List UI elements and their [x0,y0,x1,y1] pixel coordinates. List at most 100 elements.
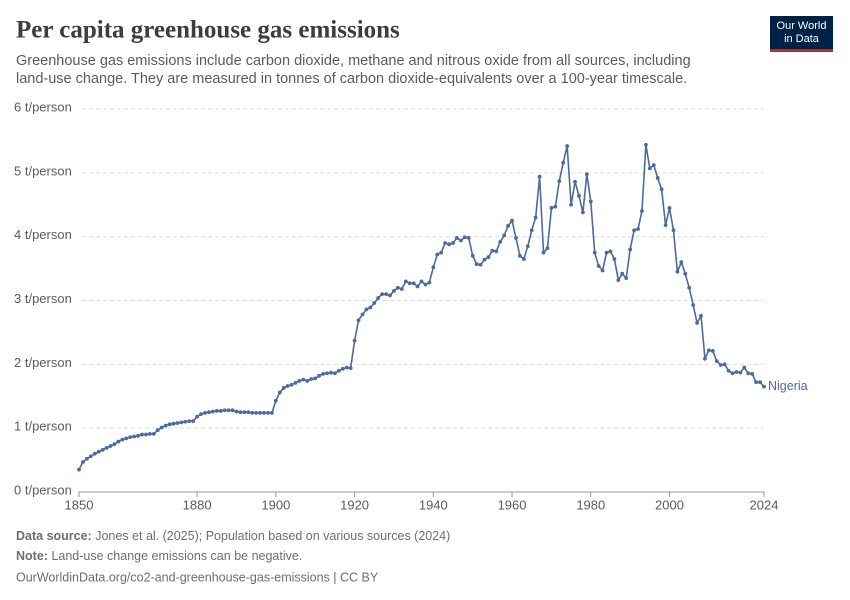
point [270,410,274,415]
point [289,382,294,387]
point [293,380,298,385]
point [691,303,696,307]
point [277,390,282,395]
source: Jones et al. (2025); Population based on… [95,529,450,543]
point [592,250,597,255]
point [234,409,239,414]
logo[interactable]: Our World in Data [770,16,833,52]
point [372,301,377,305]
point [470,253,475,258]
point [518,253,522,258]
point [600,268,605,273]
point [305,379,310,383]
point [549,206,554,210]
series-label: Nigeria [768,379,808,393]
point [399,287,404,291]
point [545,246,550,251]
point [596,264,601,268]
point [498,239,503,244]
point [407,281,412,286]
point [632,228,636,233]
point [411,281,416,286]
y-tick-label: 0 t/person [14,482,72,497]
point [462,235,467,240]
point [703,356,707,361]
point [191,419,196,424]
point [273,398,278,403]
point [124,436,129,441]
point [667,206,672,210]
point [203,410,207,415]
point [163,423,168,428]
point [84,456,89,461]
y-tick-label: 2 t/person [14,355,72,370]
point [521,257,526,261]
point [718,363,723,367]
point [683,271,688,276]
x-tick-label: 1920 [340,497,369,512]
point [281,386,286,390]
point [151,432,156,436]
point [380,292,385,297]
point [561,160,566,165]
point [336,368,341,373]
point [159,425,164,430]
logo-bar [770,49,833,52]
point [376,296,381,300]
point [258,410,262,415]
point [490,248,495,253]
point [486,255,491,259]
point [663,223,668,228]
source-label: Data source: [16,529,92,543]
point [423,282,428,287]
subtitle: land-use change. They are measured in to… [16,71,687,87]
point [553,204,558,209]
point [183,419,188,424]
x-tick-label: 2024 [750,497,779,512]
point [573,179,577,184]
point [494,249,499,254]
subtitle: Greenhouse gas emissions include carbon … [16,53,691,69]
point [155,428,160,432]
point [706,348,711,353]
point [616,278,621,282]
point [746,371,751,376]
point [329,370,333,375]
point [144,432,148,437]
y-tick-label: 3 t/person [14,291,72,306]
point [348,366,353,371]
point [360,312,365,317]
y-tick-label: 1 t/person [14,419,72,434]
point [643,142,648,147]
point [734,370,739,374]
point [569,202,573,207]
point [388,293,392,298]
point [415,284,420,289]
point [238,410,243,415]
point [612,257,617,261]
point [640,209,644,214]
point [758,380,762,385]
url[interactable]: OurWorldinData.org/co2-and-greenhouse-ga… [16,570,379,584]
point [565,144,570,148]
point [738,370,743,375]
point [647,166,652,171]
point [230,408,235,413]
point [297,379,302,383]
point [514,236,518,240]
point [88,454,93,459]
point [108,444,113,448]
point [77,467,81,472]
footer: Data source: Jones et al. (2025); Popula… [16,529,450,543]
point [195,414,200,419]
point [332,371,337,376]
point [443,241,448,245]
point [81,460,85,464]
point [175,421,180,425]
point [356,318,361,323]
point [285,384,290,388]
point [478,262,483,267]
point [695,320,699,325]
point [136,433,140,438]
